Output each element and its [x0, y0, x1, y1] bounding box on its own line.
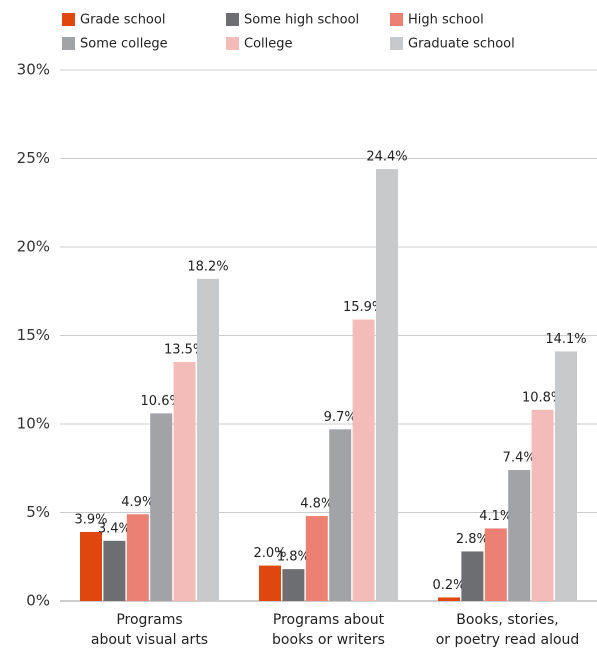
x-tick-label: books or writers	[272, 632, 385, 648]
bar	[531, 409, 554, 601]
bar	[282, 569, 305, 601]
value-label: 7.4%	[503, 451, 536, 466]
bar	[376, 169, 398, 601]
value-label: 18.2%	[187, 259, 228, 274]
x-tick-label: Programs	[116, 612, 182, 628]
x-tick-label: Books, stories,	[456, 612, 558, 628]
legend-swatch	[62, 13, 75, 26]
x-tick-label: Programs about	[273, 612, 385, 628]
legend-label: College	[244, 37, 293, 52]
value-label: 4.9%	[121, 495, 154, 510]
bar	[173, 362, 196, 601]
bar	[555, 351, 577, 601]
value-label: 2.8%	[456, 532, 489, 547]
bar	[259, 565, 281, 601]
y-tick-label: 30%	[17, 61, 50, 79]
value-label: 10.8%	[522, 390, 563, 405]
value-label: 13.5%	[164, 343, 205, 358]
legend-label: Grade school	[80, 13, 165, 28]
y-tick-label: 5%	[26, 503, 50, 521]
bar	[352, 319, 375, 601]
value-label: 4.8%	[300, 497, 333, 512]
value-label: 10.6%	[141, 394, 182, 409]
bar	[80, 531, 102, 601]
y-tick-label: 15%	[17, 326, 50, 344]
bar	[329, 429, 352, 601]
value-label: 15.9%	[343, 300, 384, 315]
legend-label: Some college	[80, 37, 168, 52]
bar	[438, 597, 460, 601]
bar	[484, 528, 507, 601]
value-label: 3.9%	[74, 512, 107, 527]
value-label: 24.4%	[366, 150, 407, 165]
bar	[197, 278, 219, 601]
bar	[126, 514, 149, 601]
legend-swatch	[226, 13, 239, 26]
y-tick-label: 0%	[26, 592, 50, 610]
value-label: 9.7%	[324, 410, 357, 425]
legend-swatch	[390, 13, 403, 26]
y-tick-label: 20%	[17, 238, 50, 256]
value-label: 4.1%	[479, 509, 512, 524]
legend-swatch	[226, 37, 239, 50]
bar	[305, 516, 328, 601]
value-label: 3.4%	[98, 521, 131, 536]
y-tick-label: 25%	[17, 149, 50, 167]
legend-label: Some high school	[244, 13, 359, 28]
bar	[103, 540, 126, 601]
legend-swatch	[390, 37, 403, 50]
bar	[508, 470, 531, 601]
bar	[461, 551, 484, 601]
x-tick-label: about visual arts	[91, 632, 208, 648]
value-label: 2.0%	[253, 546, 286, 561]
legend-swatch	[62, 37, 75, 50]
value-label: 14.1%	[545, 332, 586, 347]
bar	[150, 413, 173, 601]
x-tick-label: or poetry read aloud	[436, 632, 580, 648]
value-label: 1.8%	[277, 550, 310, 565]
y-tick-label: 10%	[17, 415, 50, 433]
legend-label: Graduate school	[408, 37, 515, 52]
legend-label: High school	[408, 13, 484, 28]
value-label: 0.2%	[432, 578, 465, 593]
